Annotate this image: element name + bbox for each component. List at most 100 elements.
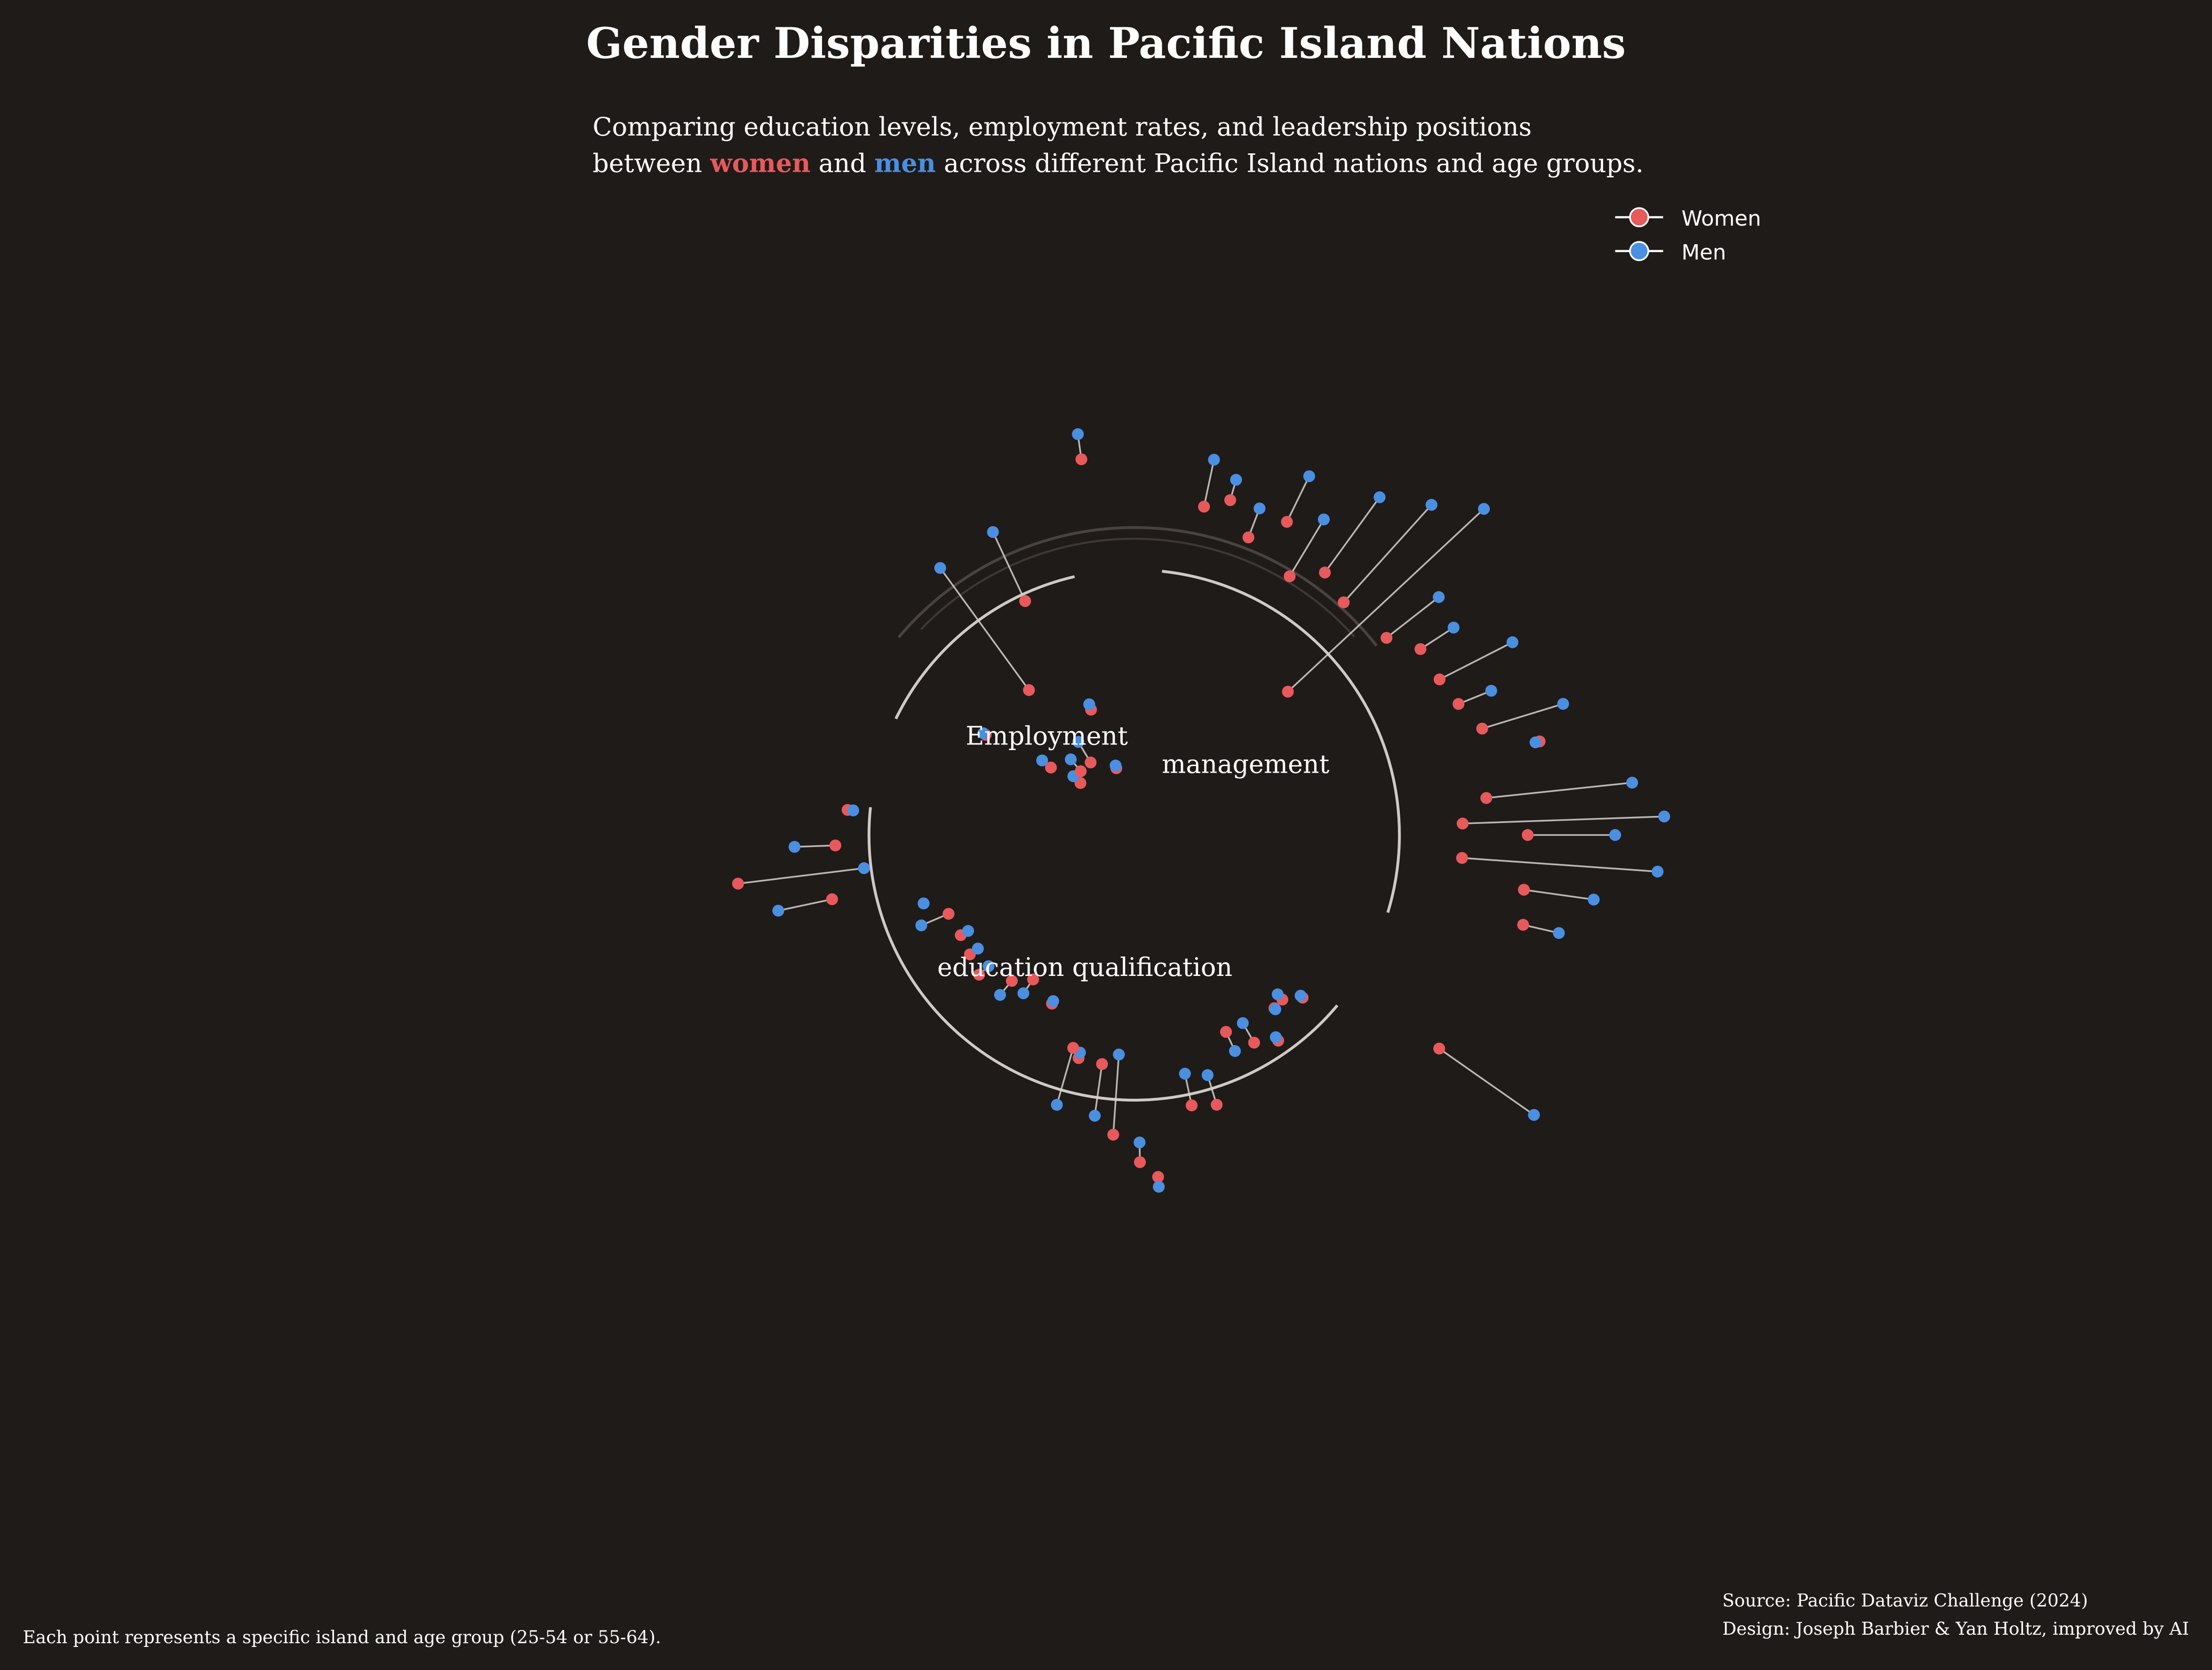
men-point-1-8 <box>1433 591 1445 603</box>
women-point-2-8 <box>1152 1171 1164 1183</box>
women-point-1-20 <box>1433 1042 1445 1055</box>
women-point-0-3 <box>1075 765 1087 777</box>
chart-title: Gender Disparities in Pacific Island Nat… <box>586 19 1626 68</box>
men-point-1-0 <box>1208 454 1220 466</box>
men-point-1-2 <box>1254 502 1266 515</box>
legend: Women Men <box>1615 206 1761 265</box>
men-point-2-25 <box>847 804 859 816</box>
connector-1-17 <box>1462 857 1658 873</box>
women-point-1-2 <box>1242 531 1254 543</box>
men-point-2-0 <box>1294 990 1307 1002</box>
connector-1-18 <box>1524 889 1594 901</box>
connector-1-15 <box>1462 815 1664 824</box>
source-note: Source: Pacific Dataviz Challenge (2024) <box>1722 1590 2088 1611</box>
connector-1-8 <box>1386 596 1439 639</box>
men-point-1-3 <box>1303 470 1315 482</box>
women-point-2-7 <box>1186 1099 1198 1111</box>
men-point-1-9 <box>1447 622 1460 634</box>
women-point-1-1 <box>1224 494 1237 506</box>
men-point-2-8 <box>1153 1181 1165 1193</box>
women-point-2-6 <box>1211 1099 1223 1111</box>
legend-men-label: Men <box>1681 240 1726 265</box>
women-point-0-1 <box>1045 761 1057 774</box>
connector-2-24 <box>794 844 836 848</box>
women-point-1-4 <box>1284 570 1296 583</box>
connector-2-11 <box>1094 1064 1103 1116</box>
women-point-1-16 <box>1522 829 1534 841</box>
women-point-2-11 <box>1096 1058 1108 1070</box>
women-point-2-15 <box>1027 973 1039 986</box>
decorative-ribbon <box>897 526 1378 647</box>
men-point-2-6 <box>1201 1069 1214 1081</box>
men-point-1-4 <box>1318 513 1330 526</box>
women-point-2-13 <box>1067 1042 1079 1054</box>
data-points <box>732 428 1670 1193</box>
men-point-1-19 <box>1553 927 1565 939</box>
connector-1-7 <box>1287 508 1485 693</box>
women-point-1-10 <box>1433 673 1446 686</box>
men-point-1-20 <box>1528 1109 1540 1121</box>
men-point-1-6 <box>1425 499 1437 511</box>
men-point-1-15 <box>1658 810 1670 823</box>
connector-1-14 <box>1486 782 1632 799</box>
men-point-1-12 <box>1557 698 1569 710</box>
men-point-2-13 <box>1051 1099 1063 1111</box>
men-point-2-15 <box>1017 987 1030 999</box>
subtitle-line-2: between women and men across different P… <box>592 148 1644 178</box>
men-point-1-16 <box>1609 829 1621 841</box>
men-point-1-14 <box>1626 776 1638 789</box>
group-label-management: management <box>1162 750 1329 779</box>
subtitle-text-before: between <box>592 149 710 178</box>
women-point-1-19 <box>1517 919 1529 931</box>
connector-1-9 <box>1420 627 1454 650</box>
connector-2-10 <box>1112 1054 1120 1135</box>
men-point-2-22 <box>772 904 784 917</box>
women-point-2-24 <box>829 839 841 852</box>
connector-1-19 <box>1523 924 1559 934</box>
women-point-1-14 <box>1480 792 1493 804</box>
men-point-2-5 <box>1229 1045 1241 1057</box>
women-point-2-16 <box>1006 975 1018 987</box>
men-point-2-18 <box>972 943 984 955</box>
women-point-1-0 <box>1198 501 1210 513</box>
women-point-1-8 <box>1381 631 1393 644</box>
men-point-0-4 <box>934 562 946 574</box>
subtitle-line-1: Comparing education levels, employment r… <box>592 112 1532 142</box>
men-point-1-17 <box>1652 865 1664 878</box>
women-point-1-15 <box>1456 817 1469 830</box>
subtitle-women-highlight: women <box>710 148 810 178</box>
women-point-1-17 <box>1456 852 1468 864</box>
men-point-2-17 <box>982 960 995 972</box>
connector-2-13 <box>1056 1047 1074 1105</box>
women-point-0-9 <box>1075 453 1087 465</box>
men-point-1-18 <box>1588 894 1600 906</box>
women-point-2-10 <box>1107 1128 1119 1141</box>
men-point-1-7 <box>1478 503 1490 515</box>
women-point-2-20 <box>942 908 955 920</box>
decor-arc-inner <box>920 537 1356 638</box>
men-point-2-2 <box>1269 1003 1281 1015</box>
group-arc-0 <box>894 575 1075 719</box>
men-point-2-16 <box>994 989 1006 1001</box>
men-point-2-19 <box>962 925 974 937</box>
women-point-1-11 <box>1453 698 1465 710</box>
design-credit: Design: Joseph Barbier & Yan Holtz, impr… <box>1722 1618 2189 1639</box>
women-point-1-18 <box>1518 884 1530 896</box>
men-point-0-9 <box>1072 428 1084 440</box>
men-point-2-24 <box>788 841 801 853</box>
connector-0-4 <box>939 567 1030 691</box>
men-point-2-21 <box>918 897 930 910</box>
group-arc-2 <box>867 807 1339 1102</box>
women-point-1-5 <box>1319 567 1331 579</box>
legend-women-marker <box>1629 207 1649 227</box>
women-point-0-6 <box>1019 595 1031 607</box>
men-point-2-7 <box>1179 1068 1191 1080</box>
men-point-2-20 <box>915 919 927 932</box>
group-arc-1 <box>1162 569 1401 913</box>
connector-2-23 <box>738 867 864 885</box>
connector-1-10 <box>1439 641 1513 680</box>
men-point-0-0 <box>977 727 990 739</box>
group-arcs <box>867 569 1401 1102</box>
